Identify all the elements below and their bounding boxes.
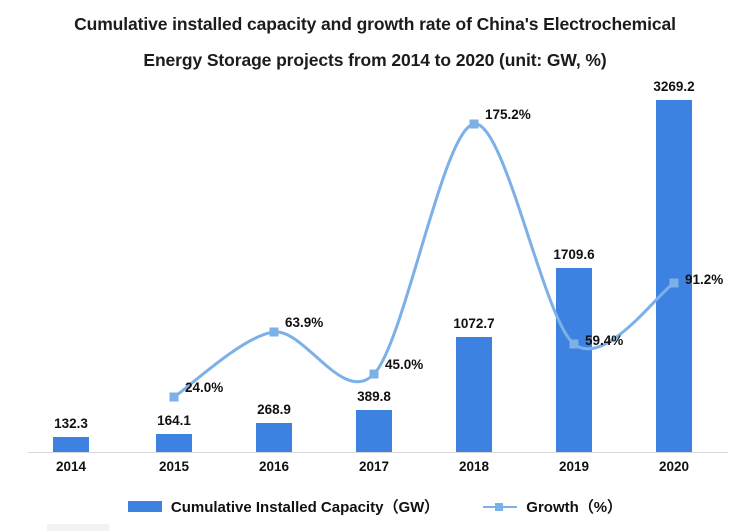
legend-label-line-text: Growth	[526, 499, 579, 516]
x-axis-label-2020: 2020	[658, 459, 690, 474]
growth-line	[172, 122, 676, 399]
x-axis-label-2015: 2015	[158, 459, 190, 474]
growth-value-2017: 45.0%	[385, 357, 424, 372]
bar-value-2018: 1072.7	[453, 316, 495, 331]
bar-2020[interactable]	[656, 100, 692, 452]
legend-item-bar-series[interactable]: Cumulative Installed Capacity（GW）	[127, 496, 439, 517]
growth-value-2019: 59.4%	[585, 333, 624, 348]
growth-marker-2016[interactable]	[269, 327, 279, 337]
growth-marker-2018[interactable]	[469, 119, 479, 129]
bar-2017[interactable]	[356, 410, 392, 452]
growth-value-2018: 175.2%	[485, 107, 531, 122]
legend-label-bar-series: Cumulative Installed Capacity（GW）	[171, 496, 439, 517]
bar-value-2014: 132.3	[54, 416, 88, 431]
bar-value-2015: 164.1	[157, 413, 191, 428]
legend-label-line-series: Growth（%）	[526, 496, 622, 517]
watermark-strip	[47, 524, 109, 531]
growth-marker-2020[interactable]	[669, 278, 679, 288]
bar-value-2019: 1709.6	[553, 247, 595, 262]
bar-2018[interactable]	[456, 337, 492, 452]
growth-marker-2017[interactable]	[369, 369, 379, 379]
bar-value-2020: 3269.2	[653, 79, 695, 94]
x-axis-label-2019: 2019	[558, 459, 590, 474]
growth-marker-2015[interactable]	[169, 392, 179, 402]
chart-title-line-2: Energy Storage projects from 2014 to 202…	[143, 50, 607, 70]
growth-value-2015: 24.0%	[185, 380, 224, 395]
x-axis-label-2014: 2014	[55, 459, 87, 474]
bar-2019[interactable]	[556, 268, 592, 452]
chart-legend: Cumulative Installed Capacity（GW） Growth…	[0, 496, 750, 517]
growth-value-2020: 91.2%	[685, 272, 724, 287]
chart-title: Cumulative installed capacity and growth…	[0, 6, 750, 78]
x-axis-label-2017: 2017	[358, 459, 390, 474]
x-axis-label-2016: 2016	[258, 459, 290, 474]
bar-value-2016: 268.9	[257, 402, 291, 417]
growth-value-2016: 63.9%	[285, 315, 324, 330]
chart-title-line-1: Cumulative installed capacity and growth…	[74, 14, 676, 34]
x-axis-baseline	[28, 452, 728, 453]
bar-swatch-icon	[127, 501, 162, 512]
line-swatch-icon	[483, 501, 518, 512]
legend-label-line-unit: （%）	[578, 499, 623, 516]
legend-label-bar-unit: （GW）	[383, 499, 440, 516]
x-axis-label-2018: 2018	[458, 459, 490, 474]
growth-marker-2019[interactable]	[569, 339, 579, 349]
bar-2014[interactable]	[53, 437, 89, 452]
bar-2015[interactable]	[156, 434, 192, 452]
bar-value-2017: 389.8	[357, 389, 391, 404]
legend-label-bar-text: Cumulative Installed Capacity	[170, 499, 384, 516]
legend-item-line-series[interactable]: Growth（%）	[483, 496, 622, 517]
bar-2016[interactable]	[256, 423, 292, 452]
